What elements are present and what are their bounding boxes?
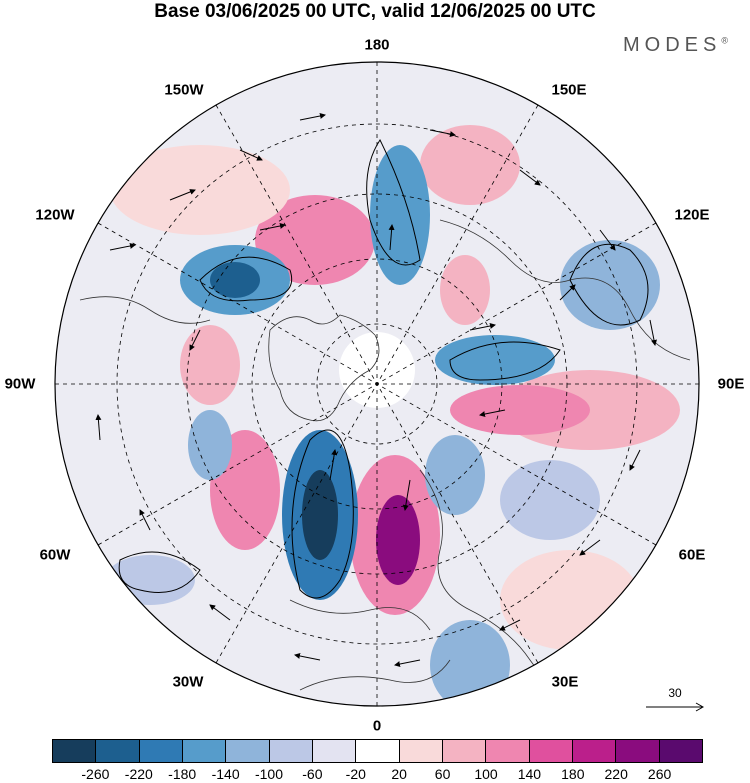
colorbar-tick-label: 60 (434, 766, 451, 782)
colorbar-tick-label: 100 (474, 766, 498, 782)
colorbar-swatch (486, 740, 530, 762)
colorbar-swatch (399, 740, 443, 762)
colorbar-swatch (659, 740, 702, 762)
positive-anomaly (110, 145, 290, 235)
map-boundary (54, 61, 700, 707)
lon-label-180: 180 (364, 36, 390, 54)
colorbar-swatch (529, 740, 573, 762)
colorbar-swatch (96, 740, 140, 762)
negative-anomaly-core (302, 470, 338, 560)
lon-label-30w: 30W (172, 673, 204, 691)
colorbar-swatch (269, 740, 313, 762)
colorbar-swatch (53, 740, 97, 762)
negative-anomaly (105, 555, 195, 605)
colorbar-swatch (312, 740, 357, 762)
positive-anomaly (440, 255, 490, 325)
lon-label-120w: 120W (35, 206, 75, 224)
negative-anomaly (430, 620, 510, 706)
colorbar-swatch (442, 740, 487, 762)
map-title: Base 03/06/2025 00 UTC, valid 12/06/2025… (154, 1, 596, 22)
colorbar-ticks: -260 -220 -180 -140 -100 -60 -20 20 60 100 140 180 2… (52, 766, 703, 783)
negative-anomaly (435, 335, 555, 385)
vector-scale: 30 (640, 686, 710, 716)
lon-label-60e: 60E (678, 546, 706, 564)
colorbar-swatch (616, 740, 660, 762)
colorbar (52, 739, 703, 763)
lon-label-90e: 90E (717, 375, 745, 393)
colorbar-tick-label: 180 (561, 766, 585, 782)
colorbar-tick-label: 220 (604, 766, 628, 782)
lon-label-30e: 30E (551, 673, 579, 691)
negative-anomaly (425, 435, 485, 515)
positive-anomaly (420, 125, 520, 205)
colorbar-tick-label: -180 (168, 766, 197, 782)
negative-anomaly (370, 145, 430, 285)
vector-scale-arrow (646, 702, 705, 712)
graticule (55, 62, 699, 706)
lon-label-120e: 120E (674, 206, 710, 224)
negative-anomaly (188, 410, 232, 480)
brand-logo: MODES® (623, 34, 728, 57)
positive-anomaly (180, 325, 240, 405)
positive-anomaly (450, 385, 590, 435)
colorbar-tick-label: 20 (391, 766, 407, 782)
colorbar-tick-label: -140 (211, 766, 240, 782)
colorbar-swatch (356, 740, 400, 762)
polar-anomaly-map (54, 61, 700, 707)
colorbar-tick-label: -60 (302, 766, 323, 782)
positive-anomaly-core (376, 495, 420, 585)
colorbar-tick-label: 260 (647, 766, 672, 782)
negative-anomaly-core (210, 262, 260, 298)
vector-scale-label: 30 (668, 686, 682, 700)
colorbar-swatch (182, 740, 227, 762)
colorbar-tick-label: 140 (517, 766, 542, 782)
lon-label-0: 0 (372, 717, 382, 735)
brand-mark: ® (721, 35, 728, 46)
colorbar-swatch (572, 740, 617, 762)
anomaly-field (55, 62, 699, 706)
negative-anomaly (500, 460, 600, 540)
positive-anomaly (500, 550, 640, 650)
lon-label-150w: 150W (164, 81, 204, 99)
colorbar-tick-label: -100 (254, 766, 284, 782)
brand-text: MODES (623, 34, 722, 56)
positive-anomaly (255, 195, 375, 285)
contour-lines (118, 139, 649, 599)
colorbar-swatch (139, 740, 183, 762)
lon-label-60w: 60W (39, 546, 71, 564)
lon-label-150e: 150E (551, 81, 587, 99)
colorbar-swatch (226, 740, 270, 762)
colorbar-tick-label: -220 (124, 766, 153, 782)
lon-label-90w: 90W (4, 375, 36, 393)
colorbar-tick-label: -260 (81, 766, 110, 782)
colorbar-tick-label: -20 (345, 766, 366, 782)
